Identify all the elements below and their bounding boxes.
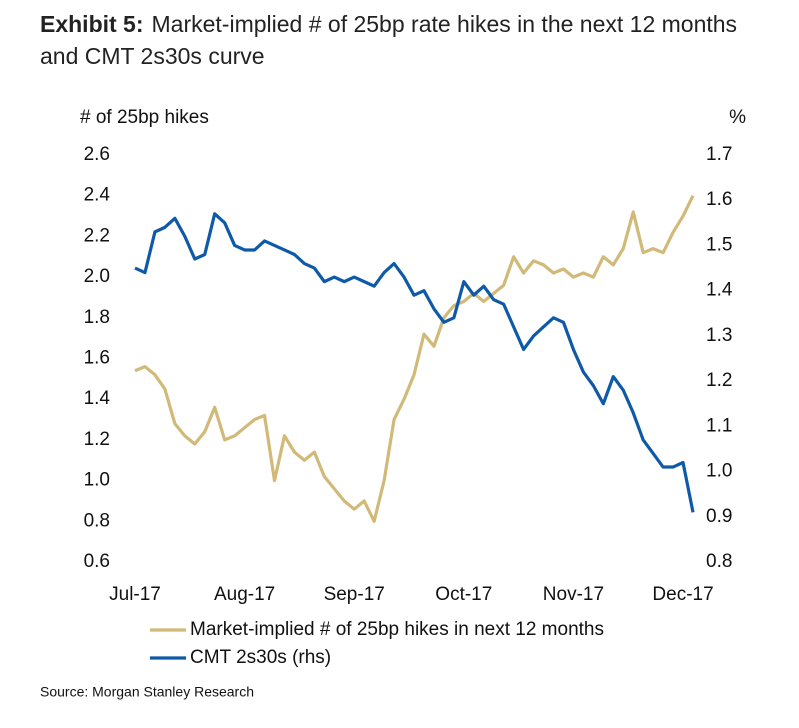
- y2-tick-label: 1.7: [706, 144, 732, 165]
- y-tick-label: 1.6: [84, 348, 110, 369]
- y-tick-label: 2.4: [84, 185, 111, 206]
- y2-tick-label: 1.1: [706, 415, 732, 436]
- y2-tick-label: 0.8: [706, 551, 732, 572]
- series-line: [134, 212, 695, 513]
- source: Source: Morgan Stanley Research: [40, 684, 254, 700]
- y2-tick-label: 1.0: [706, 461, 732, 482]
- y2-tick-label: 1.3: [706, 325, 732, 346]
- y2-tick-label: 1.2: [706, 370, 732, 391]
- x-tick-label: Dec-17: [652, 584, 713, 605]
- y2-tick-label: 0.9: [706, 506, 732, 527]
- x-tick-label: Aug-17: [214, 584, 275, 605]
- legend-label: CMT 2s30s (rhs): [190, 647, 331, 668]
- y2-tick-label: 1.5: [706, 234, 732, 255]
- y-tick-label: 1.2: [84, 429, 110, 450]
- series-line: [134, 194, 695, 523]
- y2-tick-label: 1.6: [706, 189, 732, 210]
- y-tick-label: 2.0: [84, 266, 110, 287]
- y-tick-label: 1.0: [84, 470, 110, 491]
- x-tick-label: Oct-17: [435, 584, 492, 605]
- x-tick-label: Jul-17: [109, 584, 161, 605]
- exhibit-label: Exhibit 5:: [40, 11, 144, 37]
- chart-title: Market-implied # of 25bp rate hikes in t…: [40, 11, 738, 69]
- y-axis-label: # of 25bp hikes: [80, 107, 209, 128]
- y2-axis-label: %: [729, 107, 746, 128]
- legend-label: Market-implied # of 25bp hikes in next 1…: [190, 619, 604, 640]
- y-tick-label: 1.8: [84, 307, 110, 328]
- x-tick-label: Sep-17: [324, 584, 385, 605]
- y2-tick-label: 1.4: [706, 280, 733, 301]
- y-tick-label: 0.6: [84, 551, 110, 572]
- y-tick-label: 2.6: [84, 144, 110, 165]
- y-tick-label: 2.2: [84, 225, 110, 246]
- title-block: Exhibit 5: Market-implied # of 25bp rate …: [40, 8, 780, 72]
- y-tick-label: 0.8: [84, 510, 110, 531]
- y-tick-label: 1.4: [84, 388, 111, 409]
- x-tick-label: Nov-17: [543, 584, 604, 605]
